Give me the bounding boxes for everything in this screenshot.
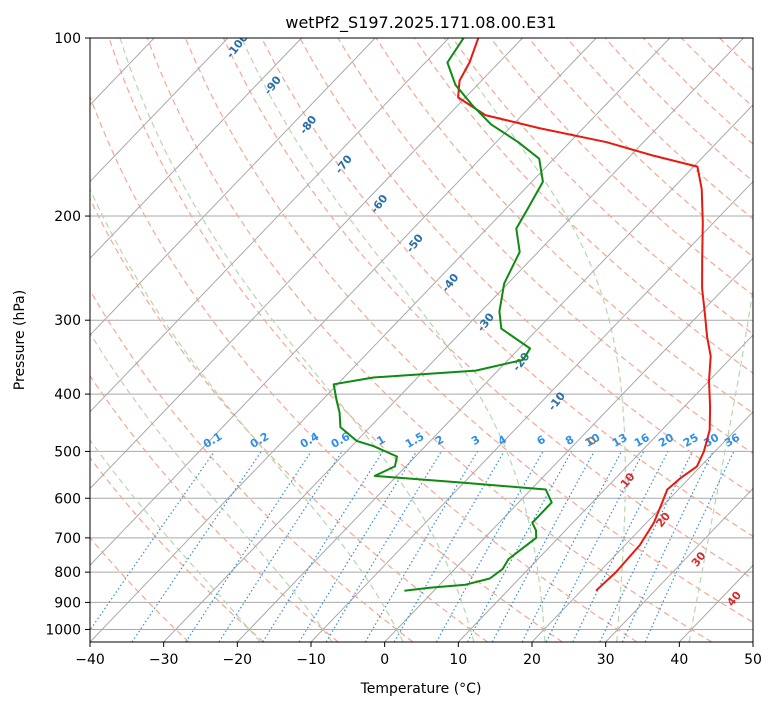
x-tick-label: −10 bbox=[296, 652, 326, 668]
y-tick-label: 1000 bbox=[45, 622, 81, 638]
moist-adiabat-line bbox=[90, 332, 333, 642]
y-tick-label: 900 bbox=[54, 595, 81, 611]
mixing-ratio-line bbox=[185, 451, 312, 642]
isotherm-line bbox=[163, 38, 744, 642]
y-axis-label: Pressure (hPa) bbox=[12, 290, 28, 390]
dry-adiabat-line bbox=[90, 94, 563, 642]
isotherm-line bbox=[605, 487, 753, 642]
y-tick-label: 400 bbox=[54, 387, 81, 403]
y-tick-label: 800 bbox=[54, 565, 81, 581]
y-tick-label: 100 bbox=[54, 31, 81, 47]
y-tick-label: 300 bbox=[54, 313, 81, 329]
isotherm-line bbox=[90, 38, 597, 566]
dry-adiabat-line bbox=[90, 197, 488, 642]
x-tick-label: 30 bbox=[597, 652, 615, 668]
isotherm-line bbox=[90, 38, 671, 642]
x-tick-label: 50 bbox=[744, 652, 762, 668]
dry-adiabat-line bbox=[108, 38, 638, 642]
plot-frame bbox=[89, 37, 754, 643]
mixing-ratio-line bbox=[491, 451, 595, 642]
dry-adiabat-line bbox=[90, 456, 264, 642]
moist-adiabat-line bbox=[688, 284, 753, 642]
dry-adiabat-line bbox=[758, 38, 775, 642]
x-tick-label: 20 bbox=[523, 652, 541, 668]
dry-adiabat-line bbox=[451, 38, 753, 335]
background-lines bbox=[0, 38, 775, 642]
x-tick-label: −20 bbox=[223, 652, 253, 668]
dry-adiabat-line bbox=[299, 38, 753, 496]
x-tick-label: −40 bbox=[75, 652, 105, 668]
temperature-line bbox=[457, 38, 712, 592]
moist-adiabat-line bbox=[443, 38, 626, 642]
moist-adiabat-line bbox=[240, 38, 546, 642]
isotherm-line bbox=[90, 38, 376, 336]
chart-title: wetPf2_S197.2025.171.08.00.E31 bbox=[285, 13, 556, 33]
plot-background bbox=[90, 38, 753, 642]
dewpoint-line bbox=[332, 38, 553, 592]
isotherm-line bbox=[752, 641, 753, 642]
isotherm-line bbox=[531, 411, 753, 642]
mixing-ratio-line bbox=[90, 451, 215, 632]
moist-adiabat-line bbox=[90, 187, 404, 642]
mixing-ratio-line bbox=[545, 451, 645, 642]
isotherm-line bbox=[90, 38, 450, 413]
x-tick-label: 40 bbox=[670, 652, 688, 668]
plot-area bbox=[90, 38, 753, 642]
dry-adiabat-line bbox=[490, 38, 753, 296]
isotherm-line bbox=[0, 38, 7, 642]
x-axis-label: Temperature (°C) bbox=[360, 681, 482, 697]
dry-adiabat-line bbox=[413, 38, 753, 374]
profile-lines bbox=[332, 38, 712, 592]
y-tick-label: 600 bbox=[54, 491, 81, 507]
mixing-ratio-line bbox=[572, 451, 669, 642]
x-tick-label: 10 bbox=[449, 652, 467, 668]
mixing-ratio-line bbox=[466, 451, 573, 642]
dry-adiabat-line bbox=[184, 38, 753, 623]
y-tick-label: 200 bbox=[54, 209, 81, 225]
x-tick-label: 0 bbox=[380, 652, 389, 668]
mixing-ratio-line bbox=[218, 451, 343, 642]
dry-adiabat-line bbox=[146, 38, 713, 642]
axes: −40 −30 −20 −10 0 10 20 30 40 50 100 200 300 400 500 60… bbox=[45, 31, 762, 668]
mixing-ratio-line bbox=[131, 451, 262, 642]
y-tick-label: 700 bbox=[54, 531, 81, 547]
moist-adiabat-line bbox=[119, 38, 475, 642]
y-tick-label: 500 bbox=[54, 444, 81, 460]
isotherm-line bbox=[90, 38, 229, 183]
isotherm-line bbox=[90, 38, 302, 260]
x-tick-label: −30 bbox=[149, 652, 179, 668]
isotherm-line bbox=[90, 38, 523, 490]
isotherm-line bbox=[384, 257, 753, 642]
mixing-ratio-line bbox=[435, 451, 544, 642]
dry-adiabat-line bbox=[375, 38, 753, 414]
mixing-ratio-line bbox=[298, 451, 418, 642]
isotherm-line bbox=[457, 334, 753, 642]
isotherm-line bbox=[310, 180, 753, 642]
isotherm-line bbox=[236, 104, 753, 642]
